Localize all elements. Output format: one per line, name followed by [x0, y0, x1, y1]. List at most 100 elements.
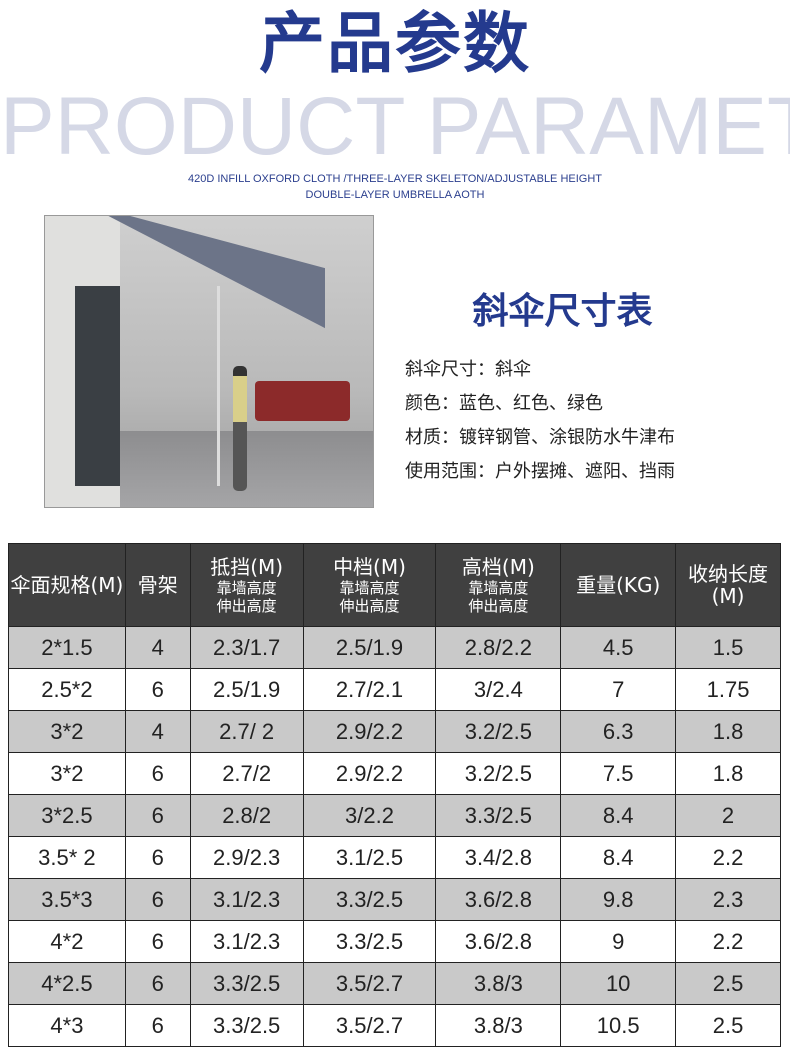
table-cell: 10.5 — [560, 1004, 677, 1047]
table-cell: 3.5* 2 — [8, 836, 126, 879]
table-cell: 3.5/2.7 — [302, 962, 437, 1005]
table-row: 3*2 6 2.7/2 2.9/2.2 3.2/2.5 7.5 1.8 — [8, 752, 781, 795]
table-cell: 1.8 — [675, 710, 781, 753]
table-cell: 2.9/2.2 — [302, 710, 437, 753]
header-sublabel: 靠墙高度 — [339, 578, 400, 597]
header-label: 高档(M) — [461, 554, 535, 579]
table-cell: 3.3/2.5 — [302, 878, 437, 921]
table-cell: 2.7/2 — [189, 752, 304, 795]
subtitle-line-2: DOUBLE-LAYER UMBRELLA AOTH — [305, 189, 485, 201]
table-row: 3*2 4 2.7/ 2 2.9/2.2 3.2/2.5 6.3 1.8 — [8, 710, 781, 753]
table-cell: 3.2/2.5 — [435, 752, 562, 795]
table-cell: 2.5/1.9 — [189, 668, 304, 711]
table-cell: 2.9/2.2 — [302, 752, 437, 795]
table-cell: 3.5/2.7 — [302, 1004, 437, 1047]
table-cell: 3.3/2.5 — [189, 1004, 304, 1047]
table-cell: 2.8/2 — [189, 794, 304, 837]
header-sublabel: 伸出高度 — [216, 597, 277, 615]
table-cell: 9 — [560, 920, 677, 963]
table-cell: 3.4/2.8 — [435, 836, 562, 879]
spec-line: 材质：镀锌钢管、涂银防水牛津布 — [405, 427, 675, 448]
table-cell: 6 — [124, 668, 191, 711]
table-cell: 4 — [124, 626, 191, 669]
table-cell: 1.8 — [675, 752, 781, 795]
column-header: 抵挡(M) 靠墙高度 伸出高度 — [189, 543, 304, 627]
table-cell: 3.8/3 — [435, 1004, 562, 1047]
column-header: 伞面规格(M) — [8, 543, 126, 627]
table-row: 3*2.5 6 2.8/2 3/2.2 3.3/2.5 8.4 2 — [8, 794, 781, 837]
table-cell: 6 — [124, 752, 191, 795]
table-cell: 3.1/2.5 — [302, 836, 437, 879]
table-cell: 4*3 — [8, 1004, 126, 1047]
table-cell: 3/2.2 — [302, 794, 437, 837]
spec-line: 使用范围：户外摆摊、遮阳、挡雨 — [405, 461, 675, 482]
table-row: 4*3 6 3.3/2.5 3.5/2.7 3.8/3 10.5 2.5 — [8, 1004, 781, 1047]
table-cell: 3*2.5 — [8, 794, 126, 837]
table-cell: 1.5 — [675, 626, 781, 669]
table-cell: 4.5 — [560, 626, 677, 669]
table-cell: 2.5/1.9 — [302, 626, 437, 669]
table-cell: 3.6/2.8 — [435, 878, 562, 921]
spec-table: 伞面规格(M) 骨架 抵挡(M) 靠墙高度 伸出高度 中档(M) 靠墙高度 伸出高度 高档(M)… — [8, 543, 781, 1047]
header-label: 伞面规格(M) — [10, 573, 124, 597]
table-cell: 6 — [124, 920, 191, 963]
page-title: 产品参数 — [259, 4, 531, 82]
header-label: 收纳长度(M) — [688, 562, 769, 608]
table-cell: 6 — [124, 836, 191, 879]
spec-line: 斜伞尺寸：斜伞 — [405, 359, 531, 380]
table-cell: 3*2 — [8, 752, 126, 795]
table-cell: 2.5 — [675, 962, 781, 1005]
background-word: PRODUCT PARAMETERS — [0, 81, 790, 172]
table-cell: 3.5*3 — [8, 878, 126, 921]
table-cell: 3.3/2.5 — [189, 962, 304, 1005]
header-label: 抵挡(M) — [210, 554, 284, 579]
table-cell: 2.9/2.3 — [189, 836, 304, 879]
column-header: 骨架 — [124, 543, 191, 627]
header-sublabel: 伸出高度 — [339, 597, 400, 615]
table-cell: 3.2/2.5 — [435, 710, 562, 753]
column-header: 重量(KG) — [560, 543, 677, 627]
table-cell: 1.75 — [675, 668, 781, 711]
table-cell: 2*1.5 — [8, 626, 126, 669]
table-cell: 8.4 — [560, 794, 677, 837]
table-cell: 4 — [124, 710, 191, 753]
spec-line: 颜色：蓝色、红色、绿色 — [405, 393, 603, 414]
table-row: 2*1.5 4 2.3/1.7 2.5/1.9 2.8/2.2 4.5 1.5 — [8, 626, 781, 669]
spec-title: 斜伞尺寸表 — [472, 291, 653, 332]
header-sublabel: 靠墙高度 — [216, 578, 277, 597]
header-sublabel: 靠墙高度 — [468, 578, 529, 597]
table-cell: 6.3 — [560, 710, 677, 753]
table-cell: 2.7/ 2 — [189, 710, 304, 753]
column-header: 收纳长度(M) — [675, 543, 781, 627]
column-header: 中档(M) 靠墙高度 伸出高度 — [302, 543, 437, 627]
table-cell: 7.5 — [560, 752, 677, 795]
table-cell: 10 — [560, 962, 677, 1005]
table-row: 3.5* 2 6 2.9/2.3 3.1/2.5 3.4/2.8 8.4 2.2 — [8, 836, 781, 879]
table-cell: 2.3/1.7 — [189, 626, 304, 669]
table-row: 3.5*3 6 3.1/2.3 3.3/2.5 3.6/2.8 9.8 2.3 — [8, 878, 781, 921]
table-cell: 2.5 — [675, 1004, 781, 1047]
table-cell: 6 — [124, 794, 191, 837]
table-cell: 2 — [675, 794, 781, 837]
product-photo — [44, 215, 374, 508]
column-header: 高档(M) 靠墙高度 伸出高度 — [435, 543, 562, 627]
table-row: 4*2.5 6 3.3/2.5 3.5/2.7 3.8/3 10 2.5 — [8, 962, 781, 1005]
table-cell: 3.1/2.3 — [189, 920, 304, 963]
table-cell: 2.2 — [675, 920, 781, 963]
table-cell: 3/2.4 — [435, 668, 562, 711]
table-row: 4*2 6 3.1/2.3 3.3/2.5 3.6/2.8 9 2.2 — [8, 920, 781, 963]
table-cell: 2.3 — [675, 878, 781, 921]
table-cell: 6 — [124, 962, 191, 1005]
table-cell: 9.8 — [560, 878, 677, 921]
header-sublabel: 伸出高度 — [468, 597, 529, 615]
table-cell: 7 — [560, 668, 677, 711]
table-cell: 3.8/3 — [435, 962, 562, 1005]
table-cell: 3.3/2.5 — [435, 794, 562, 837]
header-label: 骨架 — [137, 573, 178, 597]
table-cell: 3.6/2.8 — [435, 920, 562, 963]
table-cell: 4*2.5 — [8, 962, 126, 1005]
table-cell: 2.5*2 — [8, 668, 126, 711]
table-cell: 8.4 — [560, 836, 677, 879]
table-cell: 2.7/2.1 — [302, 668, 437, 711]
